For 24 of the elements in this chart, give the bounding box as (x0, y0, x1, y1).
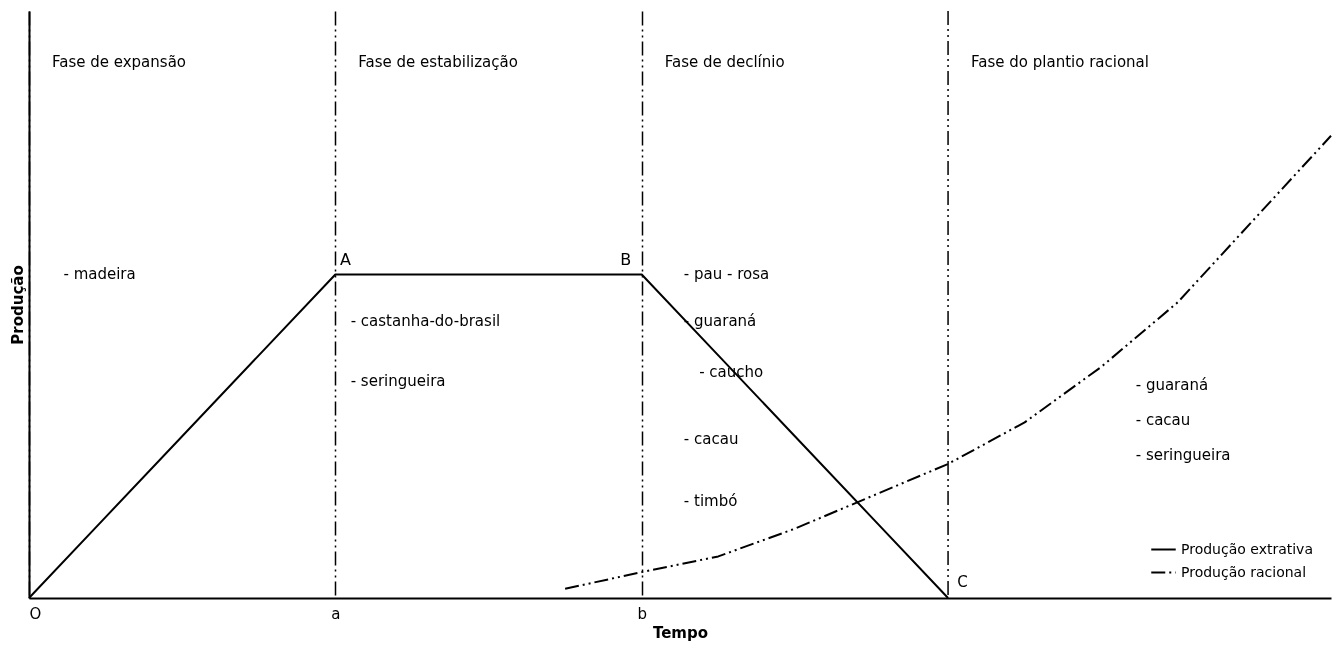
annotation: A (339, 250, 351, 270)
x-tick-label: O (29, 604, 42, 623)
annotation: - castanha-do-brasil (350, 311, 501, 330)
annotation: B (620, 250, 632, 270)
legend-label: Produção racional (1181, 563, 1307, 580)
annotation: - cacau (683, 429, 739, 448)
y-axis-title: Produção (8, 265, 27, 345)
annotation: - seringueira (1135, 445, 1231, 464)
legend-label: Produção extrativa (1181, 540, 1313, 557)
x-axis-title: Tempo (652, 623, 709, 642)
annotation: - pau - rosa (683, 265, 770, 284)
annotation: - guaraná (1135, 376, 1209, 395)
x-tick-label: a (331, 604, 341, 623)
text: Fase de declínio (664, 52, 785, 71)
annotation: - timbó (683, 491, 738, 510)
text: Fase de expansão (51, 52, 187, 71)
text: Fase do plantio racional (971, 52, 1149, 71)
annotation: - cacau (1135, 411, 1191, 430)
annotation: - guaraná (683, 311, 757, 330)
annotation: - seringueira (350, 371, 446, 390)
annotation: C (957, 572, 968, 591)
annotation: - madeira (63, 265, 136, 284)
text: Fase de estabilização (358, 52, 518, 71)
x-tick-label: b (637, 604, 647, 623)
